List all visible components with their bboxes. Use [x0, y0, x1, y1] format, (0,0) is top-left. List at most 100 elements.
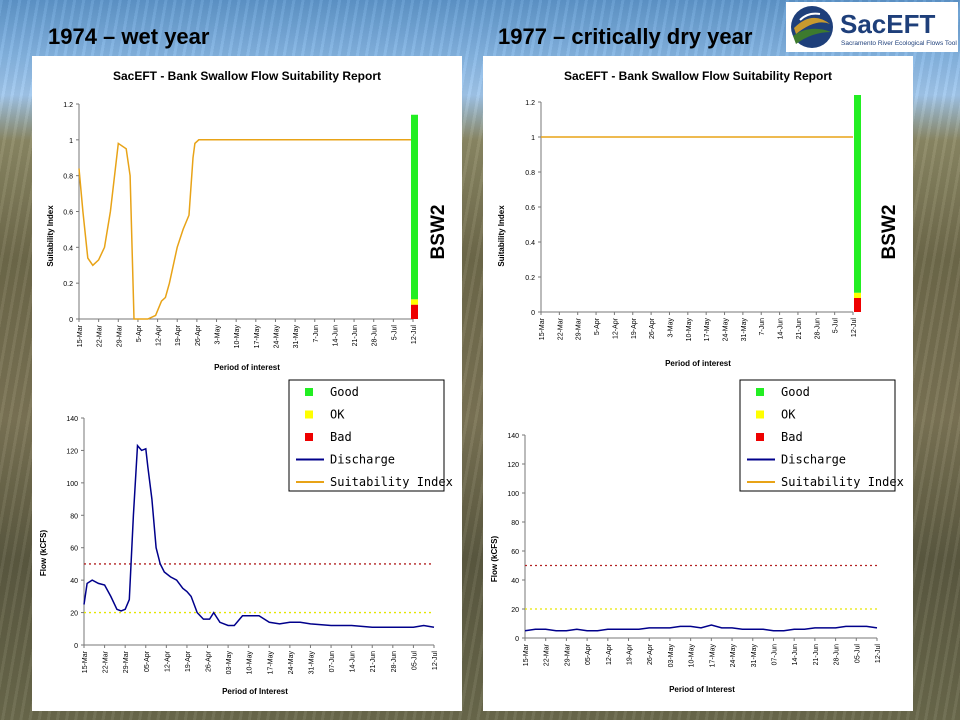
- legend-label: Good: [781, 385, 810, 399]
- right-chart-panel: SacEFT - Bank Swallow Flow Suitability R…: [483, 56, 913, 711]
- y-tick-label: 20: [70, 611, 78, 618]
- logo-subtitle: Sacramento River Ecological Flows Tool: [841, 40, 957, 47]
- bar-label: BSW2: [428, 205, 449, 260]
- x-tick-label: 26-Apr: [647, 643, 654, 665]
- y-tick-label: 0.2: [63, 281, 73, 288]
- x-tick-label: 3-May: [667, 318, 674, 338]
- x-tick-label: 12-Apr: [156, 324, 163, 346]
- x-axis-label: Period of Interest: [222, 687, 288, 696]
- x-tick-label: 10-May: [247, 651, 254, 675]
- legend-swatch-good: [756, 388, 764, 396]
- x-tick-label: 28-Jun: [391, 651, 398, 673]
- left-legend: Good OK Bad Discharge Suitability Index: [288, 379, 453, 492]
- x-tick-label: 21-Jun: [796, 318, 803, 340]
- y-tick-label: 0.6: [525, 205, 535, 212]
- x-tick-label: 21-Jun: [370, 651, 377, 673]
- stacked-bar-bad: [854, 298, 861, 312]
- y-tick-label: 140: [66, 416, 78, 423]
- x-tick-label: 29-Mar: [564, 643, 571, 666]
- series-line-discharge: [524, 624, 878, 632]
- x-tick-label: 17-May: [267, 651, 274, 675]
- x-tick-label: 03-May: [226, 651, 233, 675]
- x-tick-label: 28-Jun: [834, 644, 841, 666]
- x-tick-label: 24-May: [730, 644, 737, 668]
- x-tick-label: 5-Jul: [391, 325, 398, 341]
- y-tick-label: 1.2: [63, 102, 73, 109]
- stacked-bar-ok: [854, 292, 861, 298]
- x-tick-label: 5-Apr: [136, 324, 143, 342]
- x-tick-label: 15-Mar: [523, 643, 530, 666]
- x-tick-label: 17-May: [704, 318, 711, 342]
- x-tick-label: 14-Jun: [332, 325, 339, 347]
- bar-label: BSW2: [879, 205, 900, 260]
- x-axis-label: Period of interest: [214, 363, 280, 372]
- right-suitability-chart: SacEFT - Bank Swallow Flow Suitability R…: [497, 69, 900, 368]
- series-line-suitability-index: [78, 139, 413, 320]
- y-axis-label: Suitability Index: [497, 205, 506, 267]
- y-tick-label: 1: [69, 138, 73, 145]
- y-tick-label: 40: [511, 578, 519, 585]
- x-tick-label: 28-Jun: [814, 318, 821, 340]
- y-tick-label: 60: [70, 546, 78, 553]
- x-tick-label: 15-Mar: [82, 650, 89, 673]
- legend-swatch-bad: [305, 433, 313, 441]
- x-tick-label: 12-Jul: [875, 644, 882, 664]
- x-tick-label: 19-Apr: [185, 650, 192, 672]
- y-axis-label: Suitability Index: [46, 205, 55, 267]
- y-tick-label: 60: [511, 549, 519, 556]
- stacked-bar-good: [411, 114, 418, 300]
- y-tick-label: 0.4: [63, 245, 73, 252]
- x-tick-label: 15-Mar: [77, 324, 84, 347]
- logo-mark-icon: SacEFT Sacramento River Ecological Flows…: [791, 6, 957, 48]
- x-tick-label: 17-May: [254, 325, 261, 349]
- x-axis-label: Period of Interest: [669, 685, 735, 694]
- y-tick-label: 80: [70, 513, 78, 520]
- right-discharge-chart: Flow (kCFS) Period of Interest 0 20 40 60 80…: [490, 433, 882, 694]
- y-tick-label: 120: [66, 448, 78, 455]
- x-tick-label: 26-Apr: [206, 650, 213, 672]
- y-tick-label: 80: [511, 520, 519, 527]
- y-tick-label: 0: [69, 317, 73, 324]
- legend-label: Suitability Index: [330, 475, 453, 489]
- x-tick-label: 5-Jul: [833, 318, 840, 334]
- x-tick-label: 21-Jun: [352, 325, 359, 347]
- legend-swatch-ok: [756, 410, 764, 419]
- x-tick-label: 05-Jul: [411, 651, 418, 671]
- x-tick-label: 10-May: [686, 318, 693, 342]
- left-suitability-chart: SacEFT - Bank Swallow Flow Suitability R…: [46, 69, 449, 372]
- x-tick-label: 19-Apr: [627, 643, 634, 665]
- legend-box: [288, 379, 445, 492]
- x-tick-label: 22-Mar: [103, 650, 110, 673]
- x-tick-label: 22-Mar: [557, 317, 564, 340]
- x-tick-label: 21-Jun: [813, 644, 820, 666]
- x-tick-label: 10-May: [234, 325, 241, 349]
- x-tick-label: 28-Jun: [372, 325, 379, 347]
- x-tick-label: 31-May: [293, 325, 300, 349]
- y-tick-label: 0.6: [63, 210, 73, 217]
- x-tick-label: 15-Mar: [539, 317, 546, 340]
- x-tick-label: 12-Apr: [164, 650, 171, 672]
- legend-label: Discharge: [781, 453, 846, 467]
- legend-swatch-good: [305, 388, 313, 396]
- logo-text: SacEFT: [840, 9, 935, 39]
- x-tick-label: 22-Mar: [544, 643, 551, 666]
- x-axis-label: Period of interest: [665, 359, 731, 368]
- y-tick-label: 0: [515, 636, 519, 643]
- x-tick-label: 26-Apr: [195, 324, 202, 346]
- x-tick-label: 31-May: [741, 318, 748, 342]
- y-tick-label: 0.4: [525, 240, 535, 247]
- legend-label: OK: [330, 408, 345, 422]
- legend-label: OK: [781, 408, 796, 422]
- y-tick-label: 0: [74, 643, 78, 650]
- stacked-bar-good: [854, 95, 861, 293]
- x-tick-label: 05-Apr: [585, 643, 592, 665]
- x-tick-label: 26-Apr: [649, 317, 656, 339]
- left-discharge-chart: Flow (kCFS) Period of Interest 0 20 40 60 80…: [39, 416, 439, 696]
- x-tick-label: 12-Apr: [612, 317, 619, 339]
- x-tick-label: 29-Mar: [576, 317, 583, 340]
- legend-swatch-ok: [305, 410, 313, 419]
- x-tick-label: 12-Jul: [411, 325, 418, 345]
- x-tick-label: 14-Jun: [792, 644, 799, 666]
- y-tick-label: 20: [511, 607, 519, 614]
- x-tick-label: 19-Apr: [631, 317, 638, 339]
